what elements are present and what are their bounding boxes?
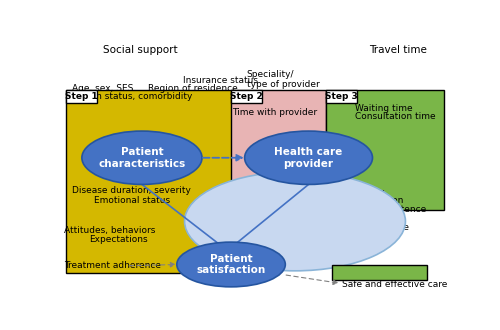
Text: Attitudes, behaviors: Attitudes, behaviors xyxy=(64,226,156,235)
Text: Step 2: Step 2 xyxy=(230,92,262,101)
Text: Patient
satisfaction: Patient satisfaction xyxy=(196,254,266,275)
Text: Information: Information xyxy=(334,214,387,223)
Text: Perceived competence: Perceived competence xyxy=(323,205,426,214)
Ellipse shape xyxy=(244,131,372,184)
Text: Expectations: Expectations xyxy=(90,235,148,244)
Text: Autonomy: Autonomy xyxy=(212,191,258,200)
Text: Step 3: Step 3 xyxy=(325,92,358,101)
FancyBboxPatch shape xyxy=(230,90,262,103)
Text: Insurance status: Insurance status xyxy=(182,76,258,85)
FancyBboxPatch shape xyxy=(326,90,357,103)
Ellipse shape xyxy=(82,131,202,184)
FancyBboxPatch shape xyxy=(326,90,444,210)
Text: Waiting time: Waiting time xyxy=(355,104,412,113)
Text: Social support: Social support xyxy=(102,45,178,55)
Text: Time with provider: Time with provider xyxy=(232,108,317,117)
Text: Guideline adherence: Guideline adherence xyxy=(333,268,428,277)
Ellipse shape xyxy=(184,172,406,271)
FancyBboxPatch shape xyxy=(332,265,427,280)
Text: Health status, comorbidity: Health status, comorbidity xyxy=(72,92,192,101)
Text: Experience: Experience xyxy=(198,218,248,227)
Text: Treatment adherence: Treatment adherence xyxy=(64,261,162,270)
Text: Continuity of care: Continuity of care xyxy=(328,223,409,232)
Text: Disease duration, severity: Disease duration, severity xyxy=(72,186,191,195)
FancyBboxPatch shape xyxy=(231,90,326,243)
Text: Consultation time: Consultation time xyxy=(355,112,436,121)
Text: Travel time: Travel time xyxy=(369,45,426,55)
Text: Region of residence: Region of residence xyxy=(148,84,238,93)
Text: Speciality/
type of provider: Speciality/ type of provider xyxy=(246,70,320,89)
Text: Empathy: Empathy xyxy=(344,187,385,197)
Text: Communication: Communication xyxy=(333,196,404,206)
Text: Emotional status: Emotional status xyxy=(94,196,170,205)
Text: Age, sex, SES: Age, sex, SES xyxy=(72,84,134,93)
Ellipse shape xyxy=(177,242,286,287)
Text: Patient
characteristics: Patient characteristics xyxy=(98,147,186,169)
FancyBboxPatch shape xyxy=(66,90,235,273)
Text: Step 1: Step 1 xyxy=(66,92,98,101)
Text: Safe and effective care: Safe and effective care xyxy=(342,280,447,288)
Text: Health care
provider: Health care provider xyxy=(274,147,342,169)
FancyBboxPatch shape xyxy=(66,90,98,103)
